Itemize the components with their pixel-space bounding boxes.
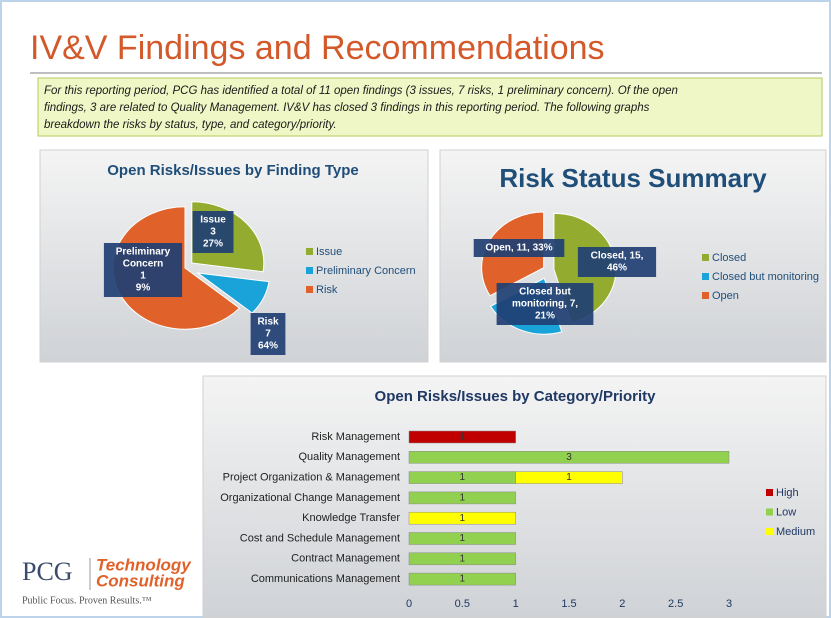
y-tick-label: Cost and Schedule Management [240, 532, 400, 544]
data-label: 64% [258, 341, 278, 352]
data-label: Closed, 15, [591, 251, 644, 262]
data-label: Risk [257, 317, 279, 328]
summary-line: findings, 3 are related to Quality Manag… [44, 102, 650, 114]
summary-line: For this reporting period, PCG has ident… [44, 85, 678, 97]
legend-swatch [306, 267, 313, 274]
chart-title: Open Risks/Issues by Category/Priority [375, 388, 657, 405]
data-label-box [250, 313, 286, 355]
y-tick-label: Quality Management [299, 451, 401, 463]
logo-line: Technology [96, 555, 192, 574]
data-label-box [103, 243, 183, 297]
legend-swatch [766, 528, 773, 535]
slide-title: IV&V Findings and Recommendations [30, 29, 605, 67]
bar-segment [408, 532, 516, 545]
x-tick-label: 0.5 [455, 598, 470, 610]
y-tick-label: Project Organization & Management [223, 472, 400, 484]
legend-label: Preliminary Concern [316, 265, 416, 277]
y-tick-label: Knowledge Transfer [302, 512, 400, 524]
y-tick-label: Risk Management [311, 431, 400, 443]
bar-segment [515, 471, 623, 484]
chart-title: Risk Status Summary [499, 163, 767, 193]
data-label: 1 [460, 513, 466, 524]
data-label: 1 [566, 472, 572, 483]
legend-swatch [306, 248, 313, 255]
data-label: 1 [460, 553, 466, 564]
logo-tagline: Public Focus. Proven Results.™ [22, 595, 152, 606]
data-label: 3 [210, 227, 216, 238]
data-label: 21% [535, 311, 555, 322]
data-label: 1 [460, 533, 466, 544]
y-tick-label: Contract Management [291, 553, 400, 565]
bar-segment [408, 491, 516, 505]
data-label: 9% [136, 283, 151, 294]
bar-segment [408, 552, 516, 566]
legend-label: Low [776, 506, 796, 518]
legend-label: Risk [316, 284, 338, 296]
x-tick-label: 0 [406, 598, 412, 610]
data-label: monitoring, 7, [512, 299, 578, 310]
bar-segment [408, 572, 516, 586]
data-label: Preliminary [116, 247, 171, 258]
legend-swatch [766, 508, 773, 516]
legend-label: Issue [316, 246, 342, 258]
data-label: 7 [265, 329, 271, 340]
y-tick-label: Communications Management [251, 573, 400, 585]
data-label: Concern [123, 259, 164, 270]
data-label: 1 [460, 574, 466, 585]
legend-swatch [702, 273, 709, 280]
data-label-box [496, 283, 594, 325]
bar-segment [408, 451, 730, 464]
data-label-box [192, 211, 234, 253]
x-tick-label: 1 [513, 598, 519, 610]
data-label: Open, 11, 33% [485, 243, 552, 254]
data-label: 3 [566, 452, 572, 463]
legend-label: Medium [776, 526, 815, 538]
legend-label: Closed [712, 252, 746, 264]
summary-line: breakdown the risks by status, type, and… [44, 119, 337, 131]
data-label-box [577, 247, 657, 277]
legend-label: Open [712, 290, 739, 302]
data-label: 27% [203, 239, 223, 250]
data-label: 1 [140, 271, 146, 282]
data-label-box [473, 239, 565, 257]
x-tick-label: 2.5 [668, 598, 683, 610]
bar-segment [408, 430, 516, 444]
x-tick-label: 2 [619, 598, 625, 610]
x-tick-label: 1.5 [561, 598, 576, 610]
legend-swatch [702, 254, 709, 261]
y-tick-label: Organizational Change Management [220, 492, 400, 504]
legend-swatch [766, 489, 773, 496]
data-label: 1 [460, 493, 466, 504]
legend-swatch [306, 286, 313, 293]
x-tick-label: 3 [726, 598, 732, 610]
data-label: 46% [607, 263, 627, 274]
logo-line: Consulting [96, 571, 185, 590]
summary-box [37, 77, 823, 137]
data-label: 1 [460, 432, 466, 443]
bar-segment [408, 511, 516, 525]
legend-swatch [702, 292, 709, 299]
legend-label: Closed but monitoring [712, 271, 819, 283]
logo-name: PCG [22, 557, 73, 586]
data-label: Issue [200, 215, 226, 226]
chart-title: Open Risks/Issues by Finding Type [107, 162, 358, 179]
legend-label: High [776, 487, 799, 499]
data-label: Closed but [519, 287, 571, 298]
data-label: 1 [460, 472, 466, 483]
